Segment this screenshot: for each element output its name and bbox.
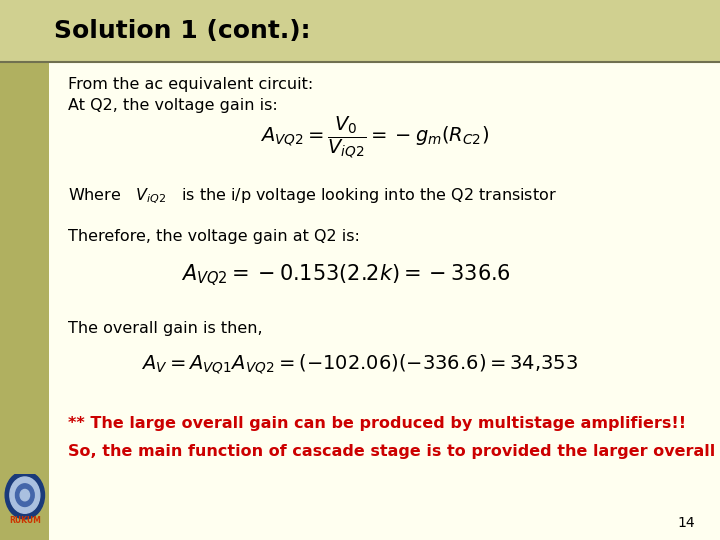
Text: $A_V = A_{VQ1}A_{VQ2} = (-102.06)(-336.6) = 34{,}353$: $A_V = A_{VQ1}A_{VQ2} = (-102.06)(-336.6… [141,353,579,376]
Circle shape [16,484,35,507]
Text: So, the main function of cascade stage is to provided the larger overall gain: So, the main function of cascade stage i… [68,444,720,459]
Circle shape [20,489,30,501]
Text: From the ac equivalent circuit:: From the ac equivalent circuit: [68,77,314,92]
Text: ** The large overall gain can be produced by multistage amplifiers!!: ** The large overall gain can be produce… [68,416,687,431]
Text: At Q2, the voltage gain is:: At Q2, the voltage gain is: [68,98,278,113]
Text: The overall gain is then,: The overall gain is then, [68,321,263,336]
Circle shape [10,477,40,513]
FancyBboxPatch shape [0,0,720,62]
Text: Solution 1 (cont.):: Solution 1 (cont.): [54,19,310,43]
Text: RUKUM: RUKUM [9,516,41,525]
Text: $A_{VQ2} = -0.153(2.2k) = -336.6$: $A_{VQ2} = -0.153(2.2k) = -336.6$ [181,262,510,288]
Text: 14: 14 [678,516,695,530]
Text: Where   $V_{iQ2}$   is the i/p voltage looking into the Q2 transistor: Where $V_{iQ2}$ is the i/p voltage looki… [68,186,557,206]
Circle shape [5,471,45,519]
FancyBboxPatch shape [0,62,49,540]
Text: Therefore, the voltage gain at Q2 is:: Therefore, the voltage gain at Q2 is: [68,230,360,245]
Text: $A_{VQ2} = \dfrac{V_0}{V_{iQ2}} = -g_m(R_{C2})$: $A_{VQ2} = \dfrac{V_0}{V_{iQ2}} = -g_m(R… [260,115,489,160]
